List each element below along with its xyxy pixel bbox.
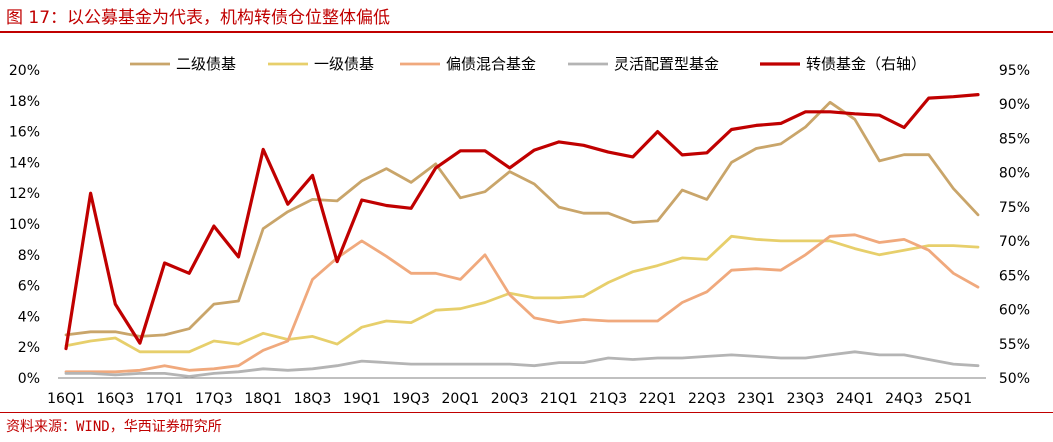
x-tick-label: 24Q1	[836, 391, 874, 407]
legend-label: 灵活配置型基金	[614, 55, 719, 73]
right-tick-label: 90%	[999, 97, 1030, 113]
legend-label: 偏债混合基金	[446, 55, 536, 73]
x-tick-label: 25Q1	[934, 391, 972, 407]
source-note: 资料来源：WIND，华西证券研究所	[6, 419, 222, 435]
left-tick-label: 10%	[9, 217, 40, 233]
x-tick-label: 17Q3	[195, 391, 233, 407]
x-tick-label: 16Q1	[47, 391, 85, 407]
x-tick-label: 18Q1	[244, 391, 282, 407]
right-tick-label: 80%	[999, 166, 1030, 182]
x-tick-label: 16Q3	[96, 391, 134, 407]
legend-label: 二级债基	[176, 55, 236, 73]
left-tick-label: 12%	[9, 186, 40, 202]
series-line-2	[64, 234, 980, 354]
x-tick-label: 23Q1	[737, 391, 775, 407]
left-tick-label: 16%	[9, 125, 40, 141]
x-axis: 16Q1 16Q3 17Q1 17Q3 18Q1 18Q3 19Q1 19Q3 20Q1 20Q3…	[47, 377, 986, 407]
left-tick-label: 8%	[18, 248, 40, 264]
page-title: 图 17：以公募基金为代表，机构转债仓位整体偏低	[6, 8, 391, 28]
x-tick-label: 24Q3	[885, 391, 923, 407]
x-tick-label: 17Q1	[146, 391, 184, 407]
plot-area	[64, 92, 980, 378]
x-tick-label: 20Q1	[442, 391, 480, 407]
legend-label: 转债基金（右轴）	[806, 55, 926, 73]
x-tick-label: 22Q3	[688, 391, 726, 407]
right-tick-label: 50%	[999, 371, 1030, 387]
series-line-1	[64, 100, 980, 338]
right-axis: 50% 55% 60% 65% 70% 75% 80% 85% 90% 95%	[999, 63, 1030, 387]
x-tick-label: 18Q3	[294, 391, 332, 407]
x-tick-label: 19Q1	[343, 391, 381, 407]
left-tick-label: 0%	[18, 371, 40, 387]
series-line-3	[64, 233, 980, 374]
legend: 二级债基 一级债基 偏债混合基金 灵活配置型基金 转债基金（右轴）	[130, 55, 926, 73]
x-tick-label: 20Q3	[491, 391, 529, 407]
right-tick-label: 60%	[999, 303, 1030, 319]
x-tick-label: 22Q1	[639, 391, 677, 407]
right-tick-label: 70%	[999, 234, 1030, 250]
left-tick-label: 20%	[9, 63, 40, 79]
left-tick-label: 14%	[9, 155, 40, 171]
left-tick-label: 4%	[18, 309, 40, 325]
right-tick-label: 55%	[999, 337, 1030, 353]
series-line-5	[64, 92, 980, 351]
right-tick-label: 95%	[999, 63, 1030, 79]
right-tick-label: 75%	[999, 200, 1030, 216]
x-tick-label: 23Q3	[787, 391, 825, 407]
x-tick-label: 21Q1	[540, 391, 578, 407]
left-tick-label: 2%	[18, 340, 40, 356]
left-axis: 0% 2% 4% 6% 8% 10% 12% 14% 16% 18% 20%	[9, 63, 40, 387]
series-line-4	[64, 350, 980, 378]
left-tick-label: 6%	[18, 279, 40, 295]
right-tick-label: 85%	[999, 131, 1030, 147]
right-tick-label: 65%	[999, 268, 1030, 284]
footer-divider	[0, 412, 1053, 413]
title-divider	[0, 31, 1053, 33]
x-tick-label: 21Q3	[589, 391, 627, 407]
left-tick-label: 18%	[9, 94, 40, 110]
legend-label: 一级债基	[314, 55, 374, 73]
x-tick-label: 19Q3	[392, 391, 430, 407]
